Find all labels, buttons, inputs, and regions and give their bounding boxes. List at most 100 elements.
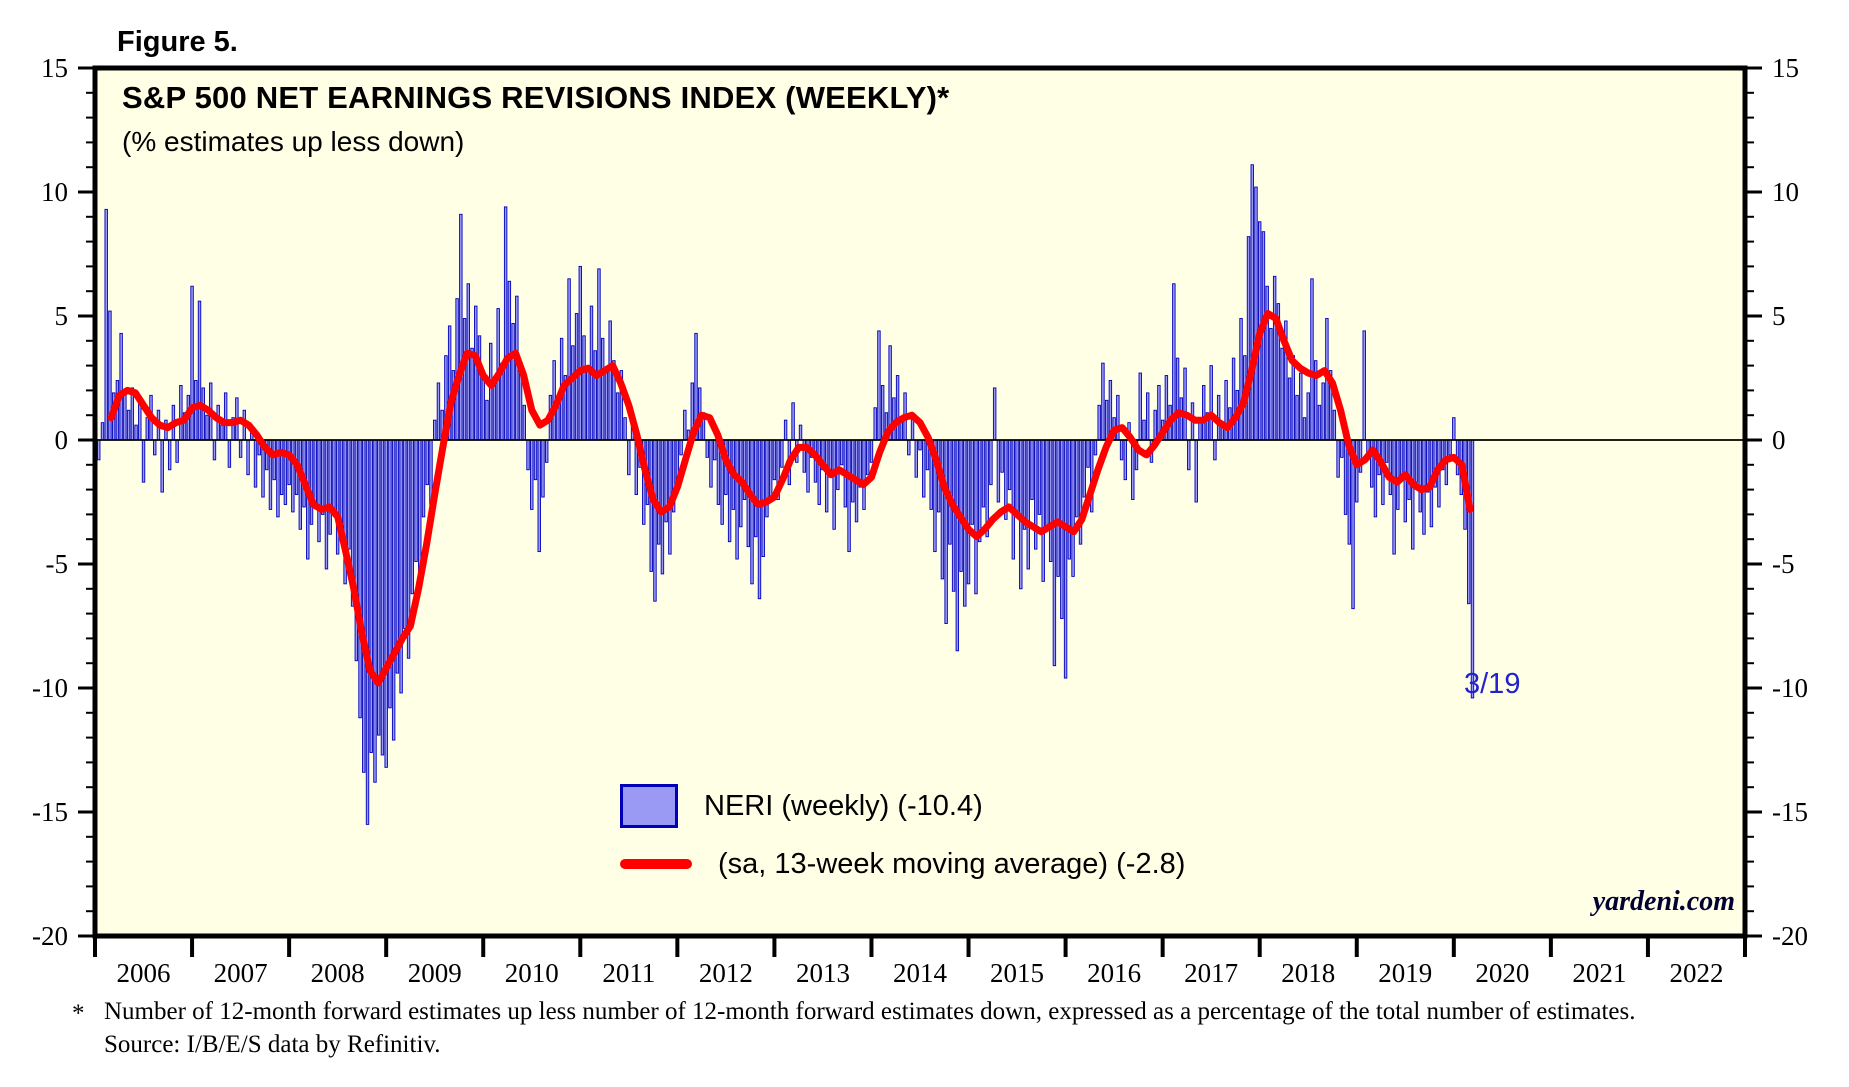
bar (470, 347, 474, 441)
bar (1153, 409, 1157, 441)
bar (362, 439, 366, 773)
bar (1052, 439, 1057, 667)
bar (1007, 439, 1012, 491)
x-axis-label-2012: 2012 (699, 958, 753, 988)
bar (1075, 439, 1079, 518)
bar (1202, 384, 1206, 441)
bar (283, 439, 288, 505)
bar (791, 402, 795, 441)
bar (649, 439, 653, 572)
bar (403, 439, 407, 629)
bar (190, 285, 194, 441)
y-axis-label-left-15: 15 (41, 53, 68, 83)
bar (436, 382, 441, 441)
bar (1246, 236, 1251, 441)
bar (1067, 439, 1072, 560)
bar (1411, 439, 1415, 550)
bar (1295, 394, 1299, 441)
bar (880, 384, 885, 441)
x-axis-label-2015: 2015 (990, 958, 1044, 988)
bar (1343, 439, 1348, 515)
bar (798, 424, 803, 441)
bar (571, 345, 575, 441)
bar (1302, 417, 1307, 441)
bar (421, 439, 426, 518)
bar (1306, 392, 1310, 441)
bar (1358, 439, 1363, 473)
bar (768, 439, 773, 498)
bar (1254, 186, 1258, 441)
bar (526, 439, 530, 471)
bar (1452, 417, 1456, 441)
bar (1030, 439, 1034, 500)
bar (1175, 357, 1180, 441)
x-axis-label-2022: 2022 (1669, 958, 1723, 988)
bar (369, 439, 373, 753)
chart-subtitle: (% estimates up less down) (122, 126, 465, 157)
bar (989, 439, 993, 486)
bar (839, 439, 844, 466)
x-axis-label-2016: 2016 (1087, 958, 1141, 988)
bar (1280, 347, 1284, 441)
bar (399, 439, 403, 694)
y-axis-label-right--5: -5 (1772, 549, 1795, 579)
legend-ma-label: (sa, 13-week moving average) (-2.8) (718, 847, 1186, 880)
bar (97, 439, 101, 461)
bar (656, 439, 661, 545)
bar (1239, 318, 1243, 441)
x-axis-label-2020: 2020 (1475, 958, 1529, 988)
x-axis-label-2014: 2014 (893, 958, 948, 988)
y-axis-label-left-10: 10 (41, 177, 68, 207)
bar (179, 384, 183, 441)
bar (1396, 439, 1400, 510)
bar (1097, 404, 1101, 441)
bar (358, 439, 362, 719)
bar (604, 372, 609, 441)
bar (253, 439, 258, 488)
bar (1269, 327, 1273, 441)
bar (462, 318, 467, 441)
bar (1317, 404, 1322, 441)
bar (205, 414, 209, 441)
bar (1086, 439, 1090, 468)
bar (1060, 439, 1064, 620)
bar (145, 417, 149, 441)
footnote-line2: Source: I/B/E/S data by Refinitiv. (104, 1031, 441, 1058)
y-axis-label-left--15: -15 (32, 797, 68, 827)
bar (167, 439, 172, 471)
bar (541, 439, 545, 498)
bar (1000, 439, 1004, 473)
bar (317, 439, 321, 543)
bar (1026, 439, 1030, 570)
bar (313, 439, 317, 503)
bar (1336, 439, 1340, 478)
bar (201, 387, 205, 441)
bar (309, 439, 314, 525)
bar (1448, 439, 1452, 456)
bar (212, 439, 217, 461)
bar (332, 439, 336, 513)
bar (153, 439, 157, 456)
bar (944, 439, 948, 624)
bar (459, 213, 463, 441)
bar (951, 439, 956, 592)
bar (1414, 439, 1419, 483)
bar (895, 375, 900, 441)
bar (410, 439, 415, 595)
x-axis-label-2018: 2018 (1281, 958, 1335, 988)
bar (380, 439, 385, 756)
footnote-asterisk: * (72, 1000, 85, 1027)
bar (1340, 439, 1344, 458)
bar (940, 439, 945, 580)
bar (1470, 439, 1475, 699)
bar (1119, 439, 1124, 461)
bar (783, 419, 788, 441)
legend: NERI (weekly) (-10.4) (sa, 13-week movin… (620, 784, 1185, 900)
figure-number-label: Figure 5. (117, 26, 238, 58)
bar (567, 278, 571, 441)
y-axis-label-left-5: 5 (55, 301, 69, 331)
bar (1355, 439, 1359, 503)
x-axis-label-2013: 2013 (796, 958, 850, 988)
bar (608, 320, 612, 441)
y-axis-label-left--10: -10 (32, 673, 68, 703)
